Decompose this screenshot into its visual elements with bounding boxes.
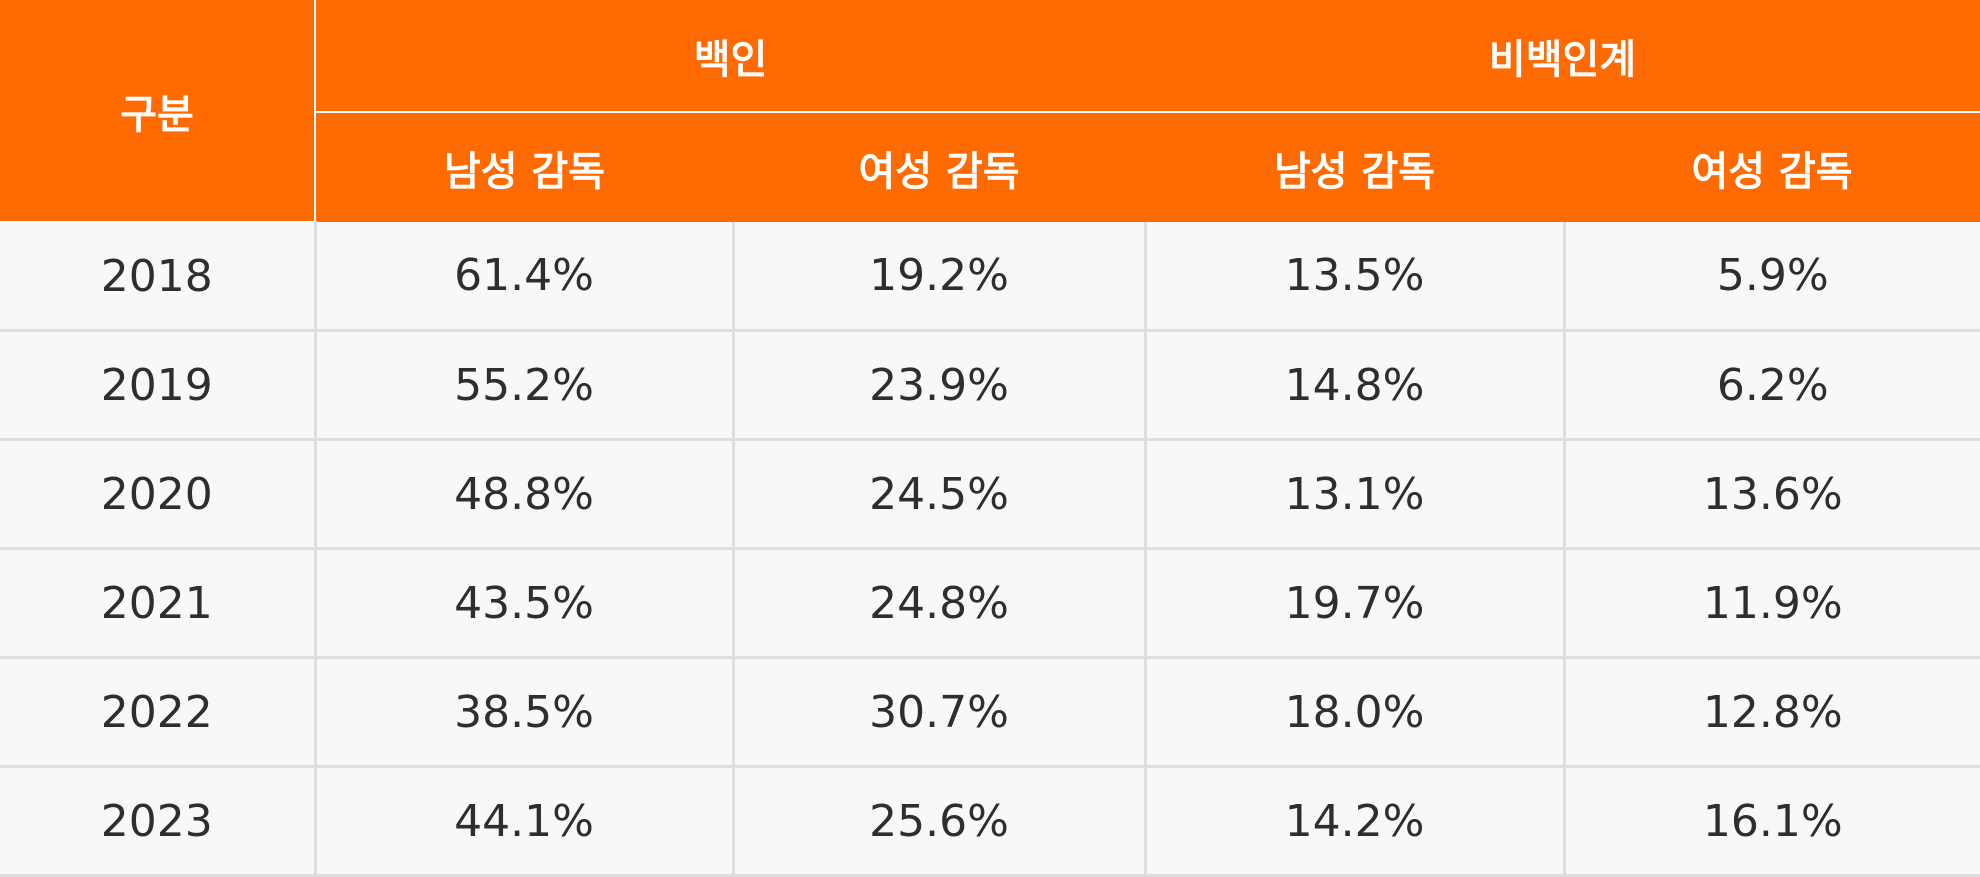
value-cell: 55.2%	[313, 329, 735, 441]
value-cell: 61.4%	[313, 222, 735, 332]
header-sub-row: 남성 감독 여성 감독 남성 감독 여성 감독	[0, 112, 1980, 222]
value-cell: 30.7%	[731, 656, 1147, 768]
table-row: 2018 61.4% 19.2% 13.5% 5.9%	[0, 222, 1980, 332]
value-cell: 24.8%	[731, 547, 1147, 659]
sub-header-white-male: 남성 감독	[315, 112, 733, 222]
table-header: 구분 백인 비백인계 남성 감독 여성 감독 남성 감독 여성 감독	[0, 0, 1980, 223]
value-cell: 38.5%	[313, 656, 735, 768]
table-row: 2021 43.5% 24.8% 19.7% 11.9%	[0, 547, 1980, 659]
value-cell: 23.9%	[731, 329, 1147, 441]
year-cell: 2023	[0, 765, 317, 877]
value-cell: 43.5%	[313, 547, 735, 659]
sub-header-nonwhite-male: 남성 감독	[1145, 112, 1565, 222]
group-header-white: 백인	[315, 0, 1146, 113]
table-row: 2020 48.8% 24.5% 13.1% 13.6%	[0, 438, 1980, 550]
year-cell: 2022	[0, 656, 317, 768]
value-cell: 12.8%	[1562, 656, 1980, 768]
year-cell: 2019	[0, 329, 317, 441]
table-row: 2022 38.5% 30.7% 18.0% 12.8%	[0, 656, 1980, 768]
value-cell: 14.8%	[1143, 329, 1566, 441]
header-group-row: 구분 백인 비백인계	[0, 0, 1980, 223]
value-cell: 44.1%	[313, 765, 735, 877]
sub-header-nonwhite-female: 여성 감독	[1564, 112, 1980, 222]
value-cell: 19.7%	[1143, 547, 1566, 659]
value-cell: 48.8%	[313, 438, 735, 550]
corner-header: 구분	[0, 0, 316, 223]
group-header-nonwhite: 비백인계	[1145, 0, 1980, 113]
value-cell: 14.2%	[1143, 765, 1566, 877]
year-cell: 2020	[0, 438, 317, 550]
value-cell: 11.9%	[1562, 547, 1980, 659]
year-cell: 2018	[0, 222, 317, 332]
value-cell: 19.2%	[731, 222, 1147, 332]
sub-header-white-female: 여성 감독	[733, 112, 1146, 222]
table-body: 2018 61.4% 19.2% 13.5% 5.9% 2019 55.2% 2…	[0, 222, 1980, 877]
value-cell: 5.9%	[1562, 222, 1980, 332]
value-cell: 13.5%	[1143, 222, 1566, 332]
table-row: 2019 55.2% 23.9% 14.8% 6.2%	[0, 329, 1980, 441]
value-cell: 18.0%	[1143, 656, 1566, 768]
table-row: 2023 44.1% 25.6% 14.2% 16.1%	[0, 765, 1980, 877]
value-cell: 24.5%	[731, 438, 1147, 550]
value-cell: 13.6%	[1562, 438, 1980, 550]
value-cell: 13.1%	[1143, 438, 1566, 550]
value-cell: 25.6%	[731, 765, 1147, 877]
value-cell: 6.2%	[1562, 329, 1980, 441]
value-cell: 16.1%	[1562, 765, 1980, 877]
year-cell: 2021	[0, 547, 317, 659]
